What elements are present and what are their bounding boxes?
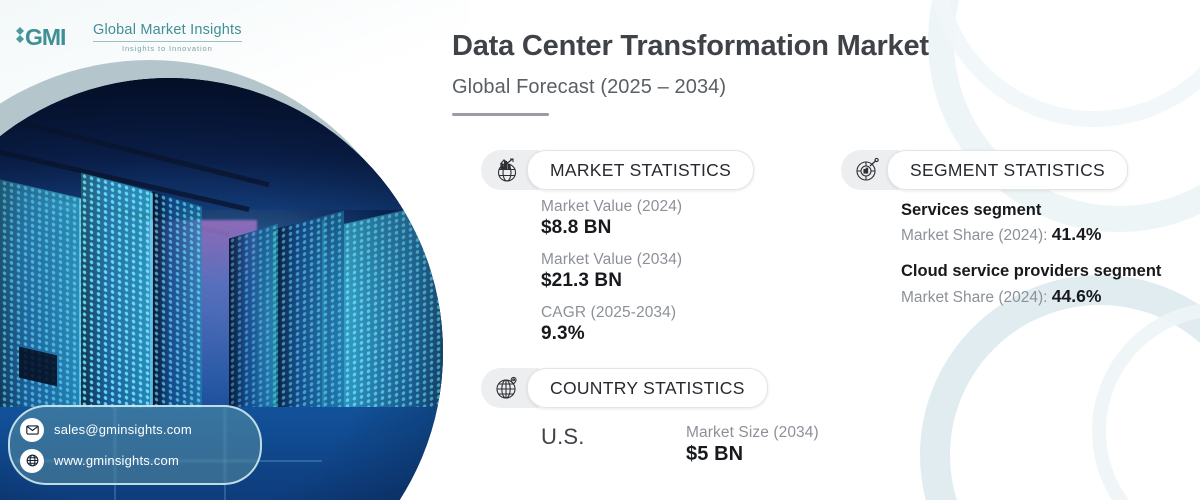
segment-item: Cloud service providers segment Market S… xyxy=(901,261,1171,306)
contact-panel: sales@gminsights.com www.gminsights.com xyxy=(8,405,262,485)
country-statistics-header: COUNTRY STATISTICS xyxy=(481,368,768,408)
market-statistics-header: MARKET STATISTICS xyxy=(481,150,755,190)
segment-share: Market Share (2024): 44.6% xyxy=(901,286,1171,307)
stat-row: Market Value (2024) $8.8 BN xyxy=(541,198,682,239)
headline-block: Data Center Transformation Market Global… xyxy=(452,30,1152,117)
stat-value: 9.3% xyxy=(541,323,585,344)
segment-share-label: Market Share (2024): xyxy=(901,288,1048,306)
stat-label: Market Value (2034) xyxy=(541,251,683,268)
stat-row: CAGR (2025-2034) 9.3% xyxy=(541,304,682,345)
country-metric: Market Size (2034) $5 BN xyxy=(686,424,819,466)
stat-label: Market Value (2024) xyxy=(541,198,683,215)
segment-statistics-label: SEGMENT STATISTICS xyxy=(887,150,1129,190)
brand-name: Global Market Insights xyxy=(93,22,242,38)
brand-divider xyxy=(93,40,242,42)
segment-statistics-list: Services segment Market Share (2024): 41… xyxy=(901,200,1171,307)
country-name: U.S. xyxy=(541,424,585,449)
segment-share-label: Market Share (2024): xyxy=(901,227,1048,245)
country-statistics-label: COUNTRY STATISTICS xyxy=(527,368,768,408)
segment-name: Services segment xyxy=(901,201,1042,219)
segment-share-value: 41.4% xyxy=(1051,224,1102,245)
segment-name: Cloud service providers segment xyxy=(901,262,1162,281)
contact-website: www.gminsights.com xyxy=(54,453,179,468)
segment-share: Market Share (2024): 41.4% xyxy=(901,224,1171,245)
market-statistics-label: MARKET STATISTICS xyxy=(527,150,755,190)
globe-pin-icon xyxy=(481,368,539,408)
country-metric-label: Market Size (2034) xyxy=(686,424,819,441)
contact-email: sales@gminsights.com xyxy=(54,422,192,437)
country-statistics-row: U.S. Market Size (2034) $5 BN xyxy=(541,424,1161,466)
stat-value: $21.3 BN xyxy=(541,270,623,291)
segment-item: Services segment Market Share (2024): 41… xyxy=(901,200,1171,245)
envelope-icon xyxy=(20,417,44,442)
title-divider xyxy=(452,113,549,117)
svg-text:GMI: GMI xyxy=(25,24,65,50)
gmi-logo-icon: GMI xyxy=(14,22,84,52)
brand-logo[interactable]: GMI Global Market Insights Insights to I… xyxy=(14,22,242,52)
segment-share-value: 44.6% xyxy=(1051,285,1102,306)
page-title: Data Center Transformation Market xyxy=(452,30,929,62)
brand-tagline: Insights to Innovation xyxy=(121,43,213,53)
globe-icon xyxy=(20,448,44,473)
market-statistics-list: Market Value (2024) $8.8 BN Market Value… xyxy=(541,198,682,345)
contact-website-row[interactable]: www.gminsights.com xyxy=(20,448,260,473)
stat-label: CAGR (2025-2034) xyxy=(541,304,677,321)
country-metric-value: $5 BN xyxy=(686,443,744,465)
page-subtitle: Global Forecast (2025 – 2034) xyxy=(452,76,727,99)
contact-email-row[interactable]: sales@gminsights.com xyxy=(20,417,260,442)
stat-row: Market Value (2034) $21.3 BN xyxy=(541,251,682,292)
stat-value: $8.8 BN xyxy=(541,217,612,238)
segment-statistics-header: SEGMENT STATISTICS xyxy=(841,150,1129,190)
